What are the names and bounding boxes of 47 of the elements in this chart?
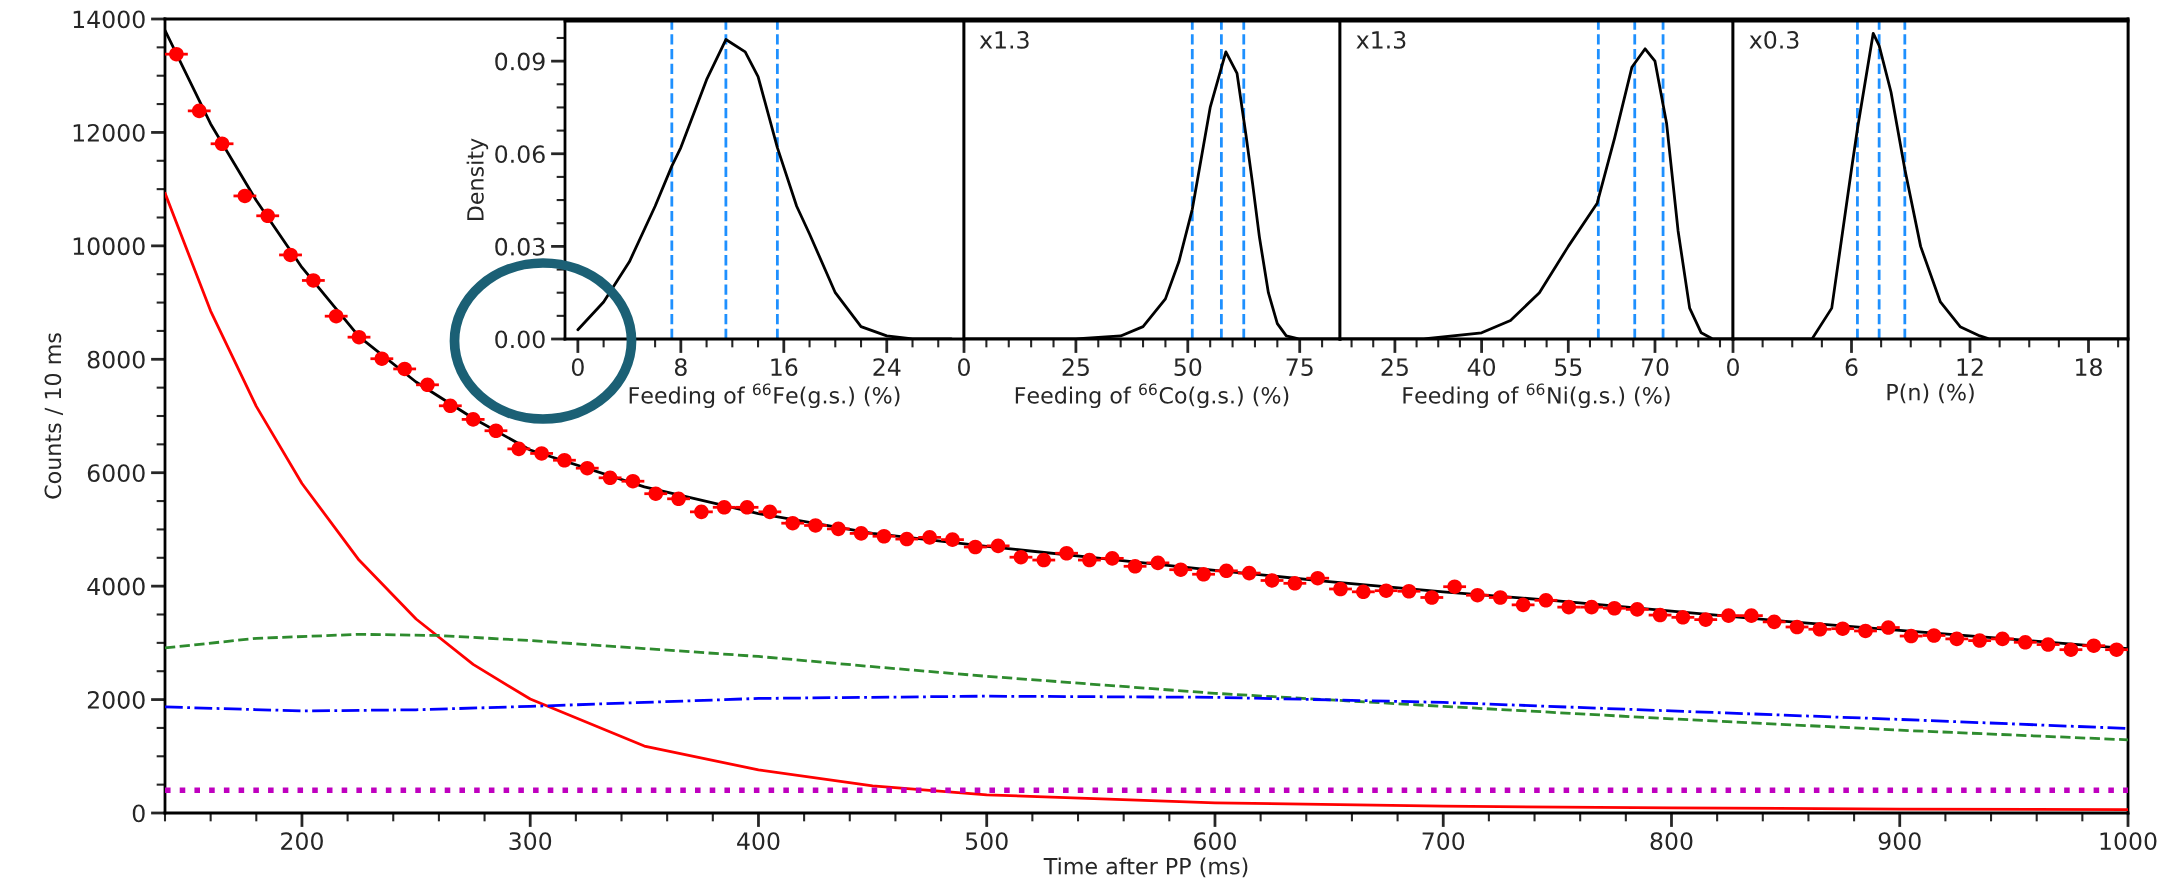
x-tick-label: 900: [1878, 832, 1921, 851]
x-tick-label: 6: [1845, 358, 1858, 377]
x-tick-label: 1000: [2100, 832, 2157, 851]
y-axis-title: Density: [466, 138, 489, 221]
x-tick-label: 12: [1957, 358, 1983, 376]
x-tick-label: 0: [571, 358, 584, 377]
x-tick-label: 600: [1194, 832, 1236, 851]
y-axis-title: Counts / 10 ms: [44, 333, 64, 499]
x-tick-label: 800: [1650, 832, 1693, 851]
y-tick-label: 0: [132, 804, 145, 823]
annotation: x0.3: [1749, 30, 1799, 49]
x-tick-label: 55: [1555, 358, 1582, 377]
y-tick-label: 8000: [87, 350, 145, 369]
y-tick-label: 4000: [87, 577, 145, 596]
y-tick-label: 0.00: [495, 330, 545, 349]
x-axis-title: Time after PP (ms): [1043, 857, 1248, 878]
y-tick-label: 10000: [73, 237, 145, 256]
x-tick-label: 0: [958, 358, 970, 377]
x-tick-label: 70: [1641, 358, 1669, 377]
x-tick-label: 75: [1286, 358, 1313, 377]
x-axis-title: Feeding of $^{66}$Ni(g.s.) (%): [1403, 383, 1670, 409]
x-tick-label: 500: [966, 832, 1008, 851]
annotation: x1.3: [979, 30, 1029, 49]
x-tick-label: 50: [1174, 358, 1202, 377]
y-tick-label: 0.06: [495, 145, 545, 164]
y-tick-label: 0.09: [495, 52, 545, 71]
annotation: x1.3: [1356, 30, 1406, 49]
x-axis-title: Feeding of $^{66}$Fe(g.s.) (%): [629, 383, 900, 409]
x-tick-label: 40: [1467, 358, 1496, 377]
y-tick-label: 2000: [87, 691, 145, 709]
x-tick-label: 300: [509, 832, 552, 851]
x-tick-label: 400: [737, 832, 780, 851]
y-tick-label: 12000: [73, 123, 145, 142]
x-tick-label: 24: [873, 358, 901, 376]
y-tick-label: 6000: [87, 464, 145, 483]
x-axis-title: Feeding of $^{66}$Co(g.s.) (%): [1015, 383, 1289, 409]
x-tick-label: 25: [1381, 358, 1408, 377]
x-tick-label: 200: [281, 832, 323, 851]
x-tick-label: 25: [1062, 358, 1089, 377]
x-tick-label: 16: [771, 358, 798, 377]
y-tick-label: 14000: [73, 10, 145, 29]
x-tick-label: 0: [1727, 358, 1739, 377]
x-tick-label: 8: [674, 358, 687, 377]
y-tick-label: 0.03: [495, 237, 545, 256]
x-axis-title: P(n) (%): [1887, 383, 1974, 404]
x-tick-label: 18: [2076, 358, 2102, 377]
x-tick-label: 700: [1422, 832, 1465, 851]
